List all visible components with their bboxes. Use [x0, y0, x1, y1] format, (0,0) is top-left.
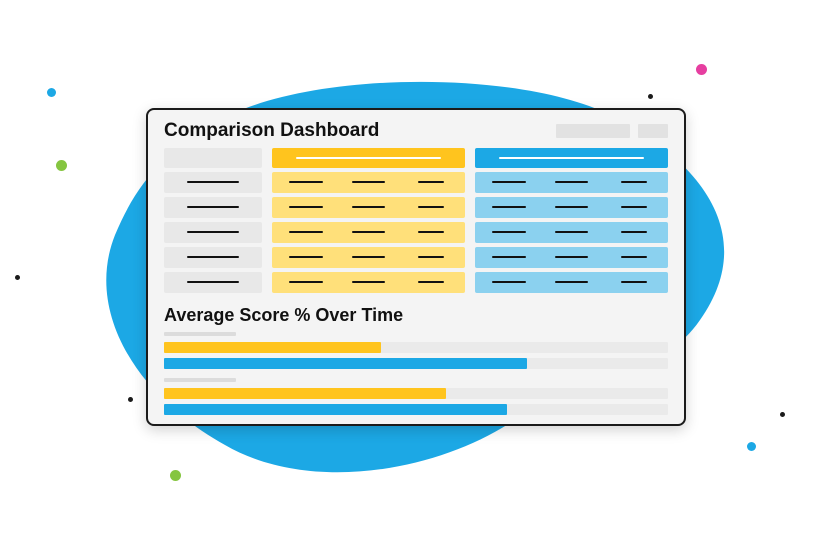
table-header-label-blank	[164, 148, 262, 168]
table-cell-set-a	[272, 222, 465, 243]
table-row-label	[164, 172, 262, 193]
section-title: Average Score % Over Time	[148, 293, 684, 332]
confetti-dot	[56, 160, 67, 171]
bar-group-label	[164, 378, 236, 382]
bar-track	[164, 388, 668, 399]
table-cell-set-a	[272, 272, 465, 293]
confetti-dot	[696, 64, 707, 75]
table-cell-set-b	[475, 197, 668, 218]
bar-fill	[164, 358, 527, 369]
header-control-primary[interactable]	[556, 124, 630, 138]
table-row-label	[164, 197, 262, 218]
confetti-dot	[747, 442, 756, 451]
header-control-secondary[interactable]	[638, 124, 668, 138]
table-cell-set-b	[475, 247, 668, 268]
bar-group-label	[164, 332, 236, 336]
window-title: Comparison Dashboard	[164, 120, 379, 142]
table-cell-set-b	[475, 222, 668, 243]
table-row-label	[164, 222, 262, 243]
comparison-table	[148, 148, 684, 293]
window-title-controls	[556, 124, 668, 138]
bar-track	[164, 358, 668, 369]
bar-group	[164, 332, 668, 369]
table-cell-set-a	[272, 247, 465, 268]
confetti-dot	[128, 397, 133, 402]
bar-group	[164, 378, 668, 415]
bars-area	[148, 332, 684, 419]
table-cell-set-b	[475, 172, 668, 193]
confetti-dot	[170, 470, 181, 481]
table-header-set-a	[272, 148, 465, 168]
table-cell-set-a	[272, 172, 465, 193]
table-cell-set-a	[272, 197, 465, 218]
bar-track	[164, 342, 668, 353]
dashboard-window: Comparison Dashboard Average Score % Ove…	[146, 108, 686, 426]
confetti-dot	[15, 275, 20, 280]
bar-fill	[164, 404, 507, 415]
confetti-dot	[47, 88, 56, 97]
table-row-label	[164, 247, 262, 268]
confetti-dot	[780, 412, 785, 417]
bar-track	[164, 404, 668, 415]
table-header-set-b	[475, 148, 668, 168]
table-cell-set-b	[475, 272, 668, 293]
bar-fill	[164, 388, 446, 399]
table-row-label	[164, 272, 262, 293]
window-titlebar: Comparison Dashboard	[148, 110, 684, 148]
bar-fill	[164, 342, 381, 353]
confetti-dot	[648, 94, 653, 99]
